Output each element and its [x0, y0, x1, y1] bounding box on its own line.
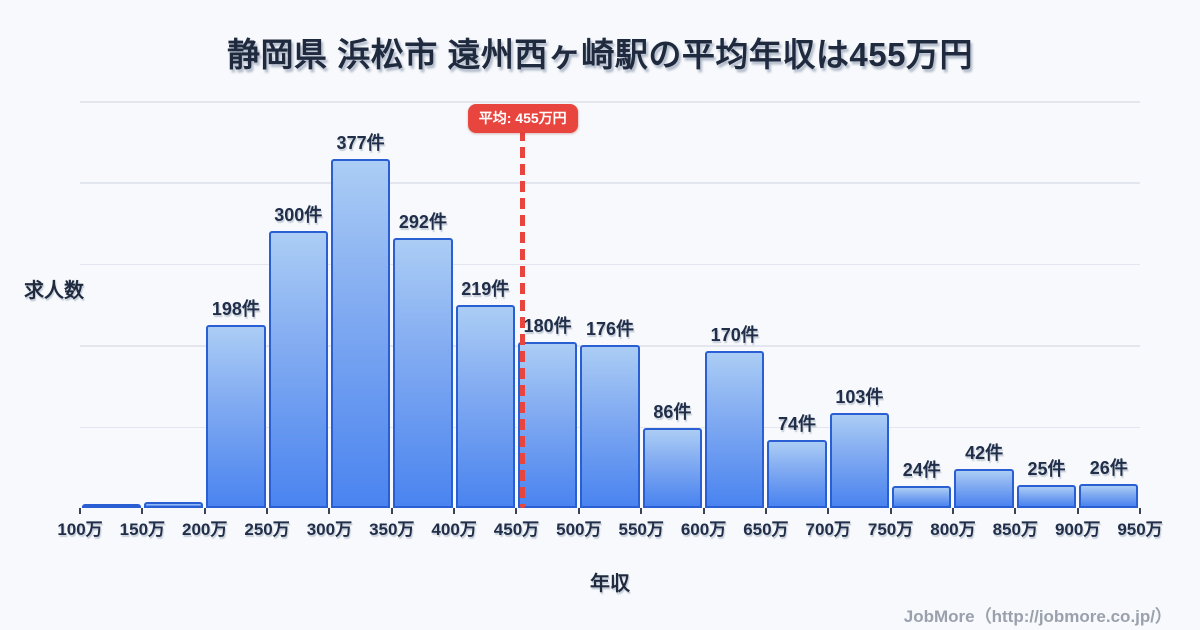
- x-axis-tick: [1014, 508, 1017, 514]
- x-tick-label: 350万: [369, 520, 415, 539]
- x-axis-tick: [515, 508, 518, 514]
- chart-title: 静岡県 浜松市 遠州西ヶ崎駅の平均年収は455万円: [227, 36, 973, 73]
- histogram-bar: [330, 159, 391, 508]
- histogram-bar: [393, 237, 453, 508]
- bar-value-label: 74件: [778, 413, 817, 434]
- x-tick-label: 200万: [182, 520, 228, 539]
- x-axis-tick: [577, 508, 580, 514]
- x-tick-label: 950万: [1117, 520, 1163, 539]
- average-badge: 平均: 455万円: [467, 104, 578, 133]
- x-tick-label: 550万: [618, 520, 664, 539]
- histogram-bar: [143, 502, 204, 508]
- histogram-bar: [455, 305, 515, 508]
- histogram-bar: [1016, 484, 1077, 508]
- bar-value-label: 198件: [211, 298, 260, 319]
- bar-value-label: 42件: [965, 443, 1004, 464]
- histogram-bar: [517, 341, 578, 508]
- bar-value-label: 24件: [902, 459, 941, 480]
- histogram-bar: [892, 485, 952, 508]
- bar-value-label: 103件: [835, 386, 884, 407]
- x-tick-label: 700万: [805, 520, 851, 539]
- x-axis-label: 年収: [590, 573, 630, 595]
- x-tick-label: 800万: [930, 520, 976, 539]
- x-axis-tick: [764, 508, 767, 514]
- x-axis-tick: [390, 508, 393, 514]
- bar-value-label: 219件: [461, 279, 510, 300]
- bar-value-label: 86件: [653, 402, 692, 423]
- bar-value-label: 26件: [1089, 457, 1128, 478]
- gridline: [80, 263, 1140, 266]
- histogram-bar: [1079, 483, 1139, 508]
- histogram-bar: [829, 412, 890, 508]
- gridline: [80, 182, 1140, 184]
- x-axis-tick: [79, 508, 81, 514]
- x-tick-label: 100万: [57, 520, 103, 539]
- x-axis-tick: [453, 508, 456, 514]
- x-axis-tick: [328, 508, 331, 514]
- x-tick-label: 900万: [1054, 520, 1101, 539]
- x-axis-tick: [1139, 508, 1141, 514]
- x-tick-label: 500万: [556, 520, 602, 539]
- histogram-bar: [206, 324, 266, 508]
- bar-value-label: 292件: [398, 211, 447, 232]
- histogram-bar: [580, 345, 640, 508]
- x-tick-label: 300万: [306, 520, 353, 539]
- gridline: [80, 101, 1140, 103]
- footer-credit: JobMore（http://jobmore.co.jp/）: [903, 607, 1172, 626]
- x-axis-tick: [640, 508, 643, 514]
- histogram-bar: [954, 469, 1014, 508]
- histogram-bar: [767, 439, 827, 508]
- x-axis-tick: [203, 508, 206, 514]
- y-axis-label: 求人数: [24, 280, 84, 302]
- histogram-bar: [705, 350, 765, 508]
- x-axis-tick: [827, 508, 830, 514]
- x-axis-tick: [951, 508, 954, 514]
- x-axis-tick: [141, 508, 144, 514]
- histogram-bar: [81, 504, 141, 508]
- x-axis-tick: [266, 508, 269, 514]
- histogram-bar: [642, 428, 703, 508]
- bar-value-label: 300件: [274, 204, 323, 225]
- x-axis-tick: [702, 508, 705, 514]
- x-tick-label: 750万: [867, 520, 914, 539]
- bar-value-label: 170件: [710, 324, 759, 345]
- plot-area: 198件 300件 377件 292件 219件 180件 176件 86件 170件 74件 10…: [57, 101, 1163, 539]
- x-tick-label: 650万: [743, 520, 789, 539]
- x-tick-label: 600万: [680, 520, 727, 539]
- x-tick-label: 150万: [119, 520, 166, 539]
- x-tick-label: 250万: [244, 520, 290, 539]
- bar-value-label: 377件: [336, 133, 385, 154]
- bar-value-label: 25件: [1027, 458, 1066, 479]
- histogram-bar: [268, 230, 328, 508]
- bar-value-label: 180件: [523, 315, 572, 336]
- x-tick-label: 850万: [992, 520, 1038, 539]
- x-tick-label: 450万: [493, 520, 540, 539]
- average-line: [520, 130, 526, 508]
- x-tick-label: 400万: [431, 520, 477, 539]
- bar-value-label: 176件: [585, 319, 635, 340]
- x-axis-tick: [889, 508, 892, 514]
- x-axis-tick: [1076, 508, 1079, 514]
